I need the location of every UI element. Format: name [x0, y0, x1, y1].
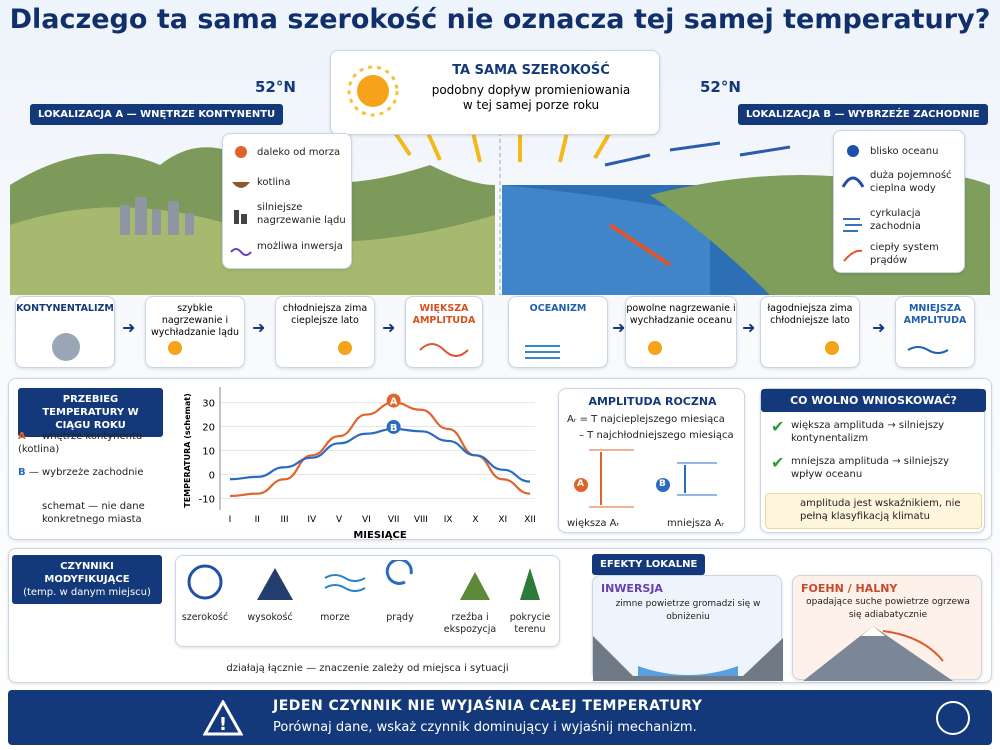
section-title: PRZEBIEG TEMPERATURY W CIĄGU ROKU [18, 388, 163, 437]
flow-icons [168, 341, 949, 359]
factor-label: pokrycie terenu [509, 612, 551, 635]
arrow: ➜ [742, 318, 756, 337]
footer-text: Porównaj dane, wskaż czynnik dominujący … [273, 720, 697, 735]
top-text: podobny dopływ promieniowania w tej same… [431, 83, 631, 112]
factors-title: CZYNNIKI MODYFIKUJĄCE (temp. w danym miej… [12, 555, 162, 604]
flow-box: KONTYNENTALIZM [15, 296, 115, 368]
globe-icon [936, 701, 970, 735]
flow-box: WIĘKSZA AMPLITUDA [405, 296, 483, 368]
flow-text: powolne nagrzewanie i wychładzanie ocean… [626, 303, 736, 326]
amp-key: A [577, 479, 584, 489]
location-label: LOKALIZACJA B — WYBRZEŻE ZACHODNIE [738, 104, 988, 125]
factors-row [175, 555, 560, 647]
local-card: INWERSJA zimne powietrze gromadzi się w … [592, 575, 783, 681]
item: duża pojemność cieplna wody [870, 170, 952, 194]
top-heading: TA SAMA SZEROKOŚĆ [452, 63, 610, 78]
amp-key: B [659, 479, 666, 489]
flow-text: chłodniejsza zima cieplejsze lato [282, 303, 368, 326]
factor-label: szerokość [181, 612, 229, 623]
icons [841, 145, 865, 262]
arrow: ➜ [872, 318, 886, 337]
concl-title: CO WOLNO WNIOSKOWAĆ? [761, 389, 986, 412]
legend-entry: B — wybrzeże zachodnie [18, 466, 163, 479]
icons [230, 146, 252, 256]
flow-text: KONTYNENTALIZM [16, 303, 114, 314]
flow-box: łagodniejsza zima chłodniejsze lato [760, 296, 860, 368]
legend-entry: A — wnętrze kontynentu (kotlina) [18, 430, 163, 456]
amp-title: AMPLITUDA ROCZNA [588, 395, 717, 408]
title: Dlaczego ta sama szerokość nie oznacza t… [9, 4, 991, 35]
globe-icon [52, 333, 80, 361]
factor-label: wysokość [247, 612, 293, 623]
local-heading: FOEHN / HALNY [801, 582, 898, 595]
factor-icons [187, 560, 540, 600]
local-title: EFEKTY LOKALNE [592, 554, 706, 575]
item: daleko od morza [257, 147, 341, 158]
flow-box: OCEANIZM [508, 296, 608, 368]
formula: – T najchłodniejszego miesiąca [579, 430, 734, 441]
factors-subtitle: (temp. w danym miejscu) [23, 587, 151, 598]
flow-text: szybkie nagrzewanie i wychładzanie lądu [150, 303, 240, 338]
arrow: ➜ [382, 318, 396, 337]
amp-caption: większa Aᵣ [567, 518, 620, 529]
latitude: 52°N [255, 78, 296, 96]
footer: ! JEDEN CZYNNIK NIE WYJAŚNIA CAŁEJ TEMPE… [8, 690, 992, 745]
local-text: opadające suche powietrze ogrzewa się ad… [806, 597, 970, 620]
footer-title: JEDEN CZYNNIK NIE WYJAŚNIA CAŁEJ TEMPERA… [273, 698, 703, 714]
item: silniejsze nagrzewanie lądu [257, 202, 346, 226]
location-card: daleko od morza kotlina silniejsze nagrz… [222, 133, 352, 269]
legend-text: — wnętrze kontynentu (kotlina) [18, 431, 143, 455]
factors-heading: CZYNNIKI MODYFIKUJĄCE [44, 561, 130, 585]
arrow: ➜ [612, 318, 626, 337]
formula: Aᵣ = T najcieplejszego miesiąca [567, 414, 725, 425]
arrow: ➜ [122, 318, 136, 337]
location-label: LOKALIZACJA A — WNĘTRZE KONTYNENTU [30, 104, 284, 125]
flow-text: MNIEJSZA AMPLITUDA [903, 303, 967, 326]
flow-box: MNIEJSZA AMPLITUDA [895, 296, 975, 368]
flow-text: łagodniejsza zima chłodniejsze lato [767, 303, 853, 326]
note: schemat — nie dane konkretnego miasta [42, 501, 145, 525]
sun-icon [347, 65, 399, 117]
svg-text:!: ! [219, 714, 227, 735]
local-card: FOEHN / HALNY opadające suche powietrze … [792, 575, 982, 681]
legend-key: B [18, 467, 26, 478]
factor-label: rzeźba i ekspozycja [443, 612, 497, 635]
item: kotlina [257, 177, 291, 188]
warning-icon: ! [203, 700, 243, 736]
local-text: zimne powietrze gromadzi się w obniżeniu [615, 599, 761, 622]
flow-text: WIĘKSZA AMPLITUDA [412, 303, 476, 326]
item: blisko oceanu [870, 146, 939, 157]
local-heading: INWERSJA [601, 582, 663, 595]
check: ✔ [771, 417, 785, 436]
legend-key: A [18, 431, 26, 442]
amp-graphic [574, 449, 717, 508]
amplitude-panel: AMPLITUDA ROCZNA Aᵣ = T najcieplejszego … [558, 388, 745, 533]
conclusions-panel: CO WOLNO WNIOSKOWAĆ? większa amplituda →… [760, 388, 986, 533]
factor-label: prądy [386, 612, 414, 623]
mountain [803, 626, 953, 681]
location-card: blisko oceanu duża pojemność cieplna wod… [833, 130, 965, 273]
latitude: 52°N [700, 78, 741, 96]
valley [593, 636, 783, 681]
flow-box: powolne nagrzewanie i wychładzanie ocean… [625, 296, 737, 368]
item: możliwa inwersja [257, 241, 343, 252]
amp-caption: mniejsza Aᵣ [667, 518, 724, 529]
concl-item: większa amplituda → silniejszy kontynent… [791, 420, 945, 444]
legend-text: — wybrzeże zachodnie [28, 467, 144, 478]
warning: amplituda jest wskaźnikiem, nie pełną kl… [765, 493, 982, 529]
item: cyrkulacja zachodnia [870, 208, 921, 232]
check: ✔ [771, 453, 785, 472]
arrow: ➜ [252, 318, 266, 337]
flow-text: OCEANIZM [529, 303, 587, 314]
item: ciepły system prądów [870, 242, 939, 266]
flow-box: chłodniejsza zima cieplejsze lato [275, 296, 375, 368]
concl-item: mniejsza amplituda → silniejszy wpływ oc… [791, 456, 949, 480]
top-box: TA SAMA SZEROKOŚĆ podobny dopływ promien… [330, 50, 660, 135]
flow-box: szybkie nagrzewanie i wychładzanie lądu [145, 296, 245, 368]
factors-note: działają łącznie — znaczenie zależy od m… [226, 663, 509, 674]
factor-label: morze [320, 612, 350, 623]
